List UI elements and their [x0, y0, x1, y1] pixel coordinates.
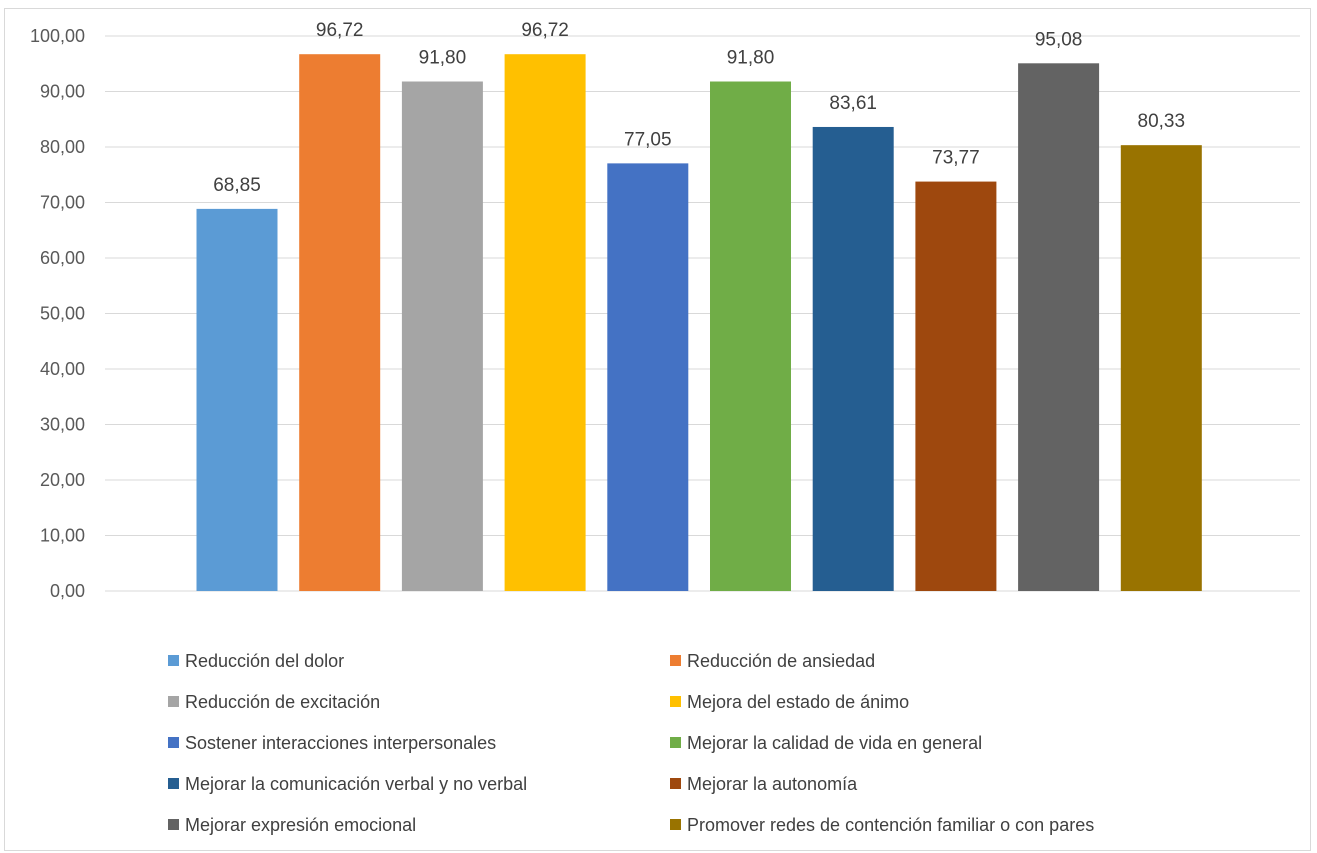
y-tick-label: 80,00	[40, 137, 85, 157]
y-tick-label: 0,00	[50, 581, 85, 601]
data-label: 91,80	[727, 48, 775, 69]
bar	[504, 54, 586, 592]
data-label: 95,08	[1035, 29, 1083, 50]
legend-swatch	[670, 655, 681, 666]
bar	[710, 81, 791, 591]
gridlines	[105, 35, 1300, 592]
bar	[196, 208, 278, 591]
bars	[196, 54, 1202, 592]
y-tick-label: 10,00	[40, 526, 85, 546]
data-label: 96,72	[316, 20, 364, 41]
legend-item: Mejorar la comunicación verbal y no verb…	[168, 774, 527, 794]
legend-item: Promover redes de contención familiar o …	[670, 815, 1094, 835]
bar	[1018, 63, 1100, 591]
legend-swatch	[670, 737, 681, 748]
data-label: 83,61	[829, 93, 877, 114]
data-label: 68,85	[213, 175, 261, 196]
data-label: 96,72	[521, 20, 569, 41]
legend-swatch	[168, 655, 179, 666]
chart-frame: 0,00 10,00 20,00 30,00 40,00 50,00 60,00 70,00 8…	[4, 8, 1311, 851]
bar	[299, 54, 381, 592]
y-tick-label: 100,00	[30, 26, 85, 46]
legend-item: Mejorar la calidad de vida en general	[670, 733, 982, 753]
y-tick-label: 20,00	[40, 470, 85, 490]
legend-swatch	[670, 778, 681, 789]
bar	[1120, 145, 1202, 591]
legend: Reducción del dolor Reducción de ansiedad…	[168, 651, 1094, 835]
bar	[401, 81, 483, 591]
y-tick-label: 50,00	[40, 304, 85, 324]
legend-swatch	[168, 819, 179, 830]
y-axis-tick-labels: 0,00 10,00 20,00 30,00 40,00 50,00 60,00 70,00 8…	[30, 26, 85, 601]
legend-item: Reducción de ansiedad	[670, 651, 875, 671]
bar	[607, 163, 689, 591]
bar	[915, 181, 997, 591]
legend-swatch	[168, 778, 179, 789]
y-tick-label: 60,00	[40, 248, 85, 268]
data-label: 73,77	[932, 148, 980, 169]
legend-label: Mejorar la comunicación verbal y no verb…	[185, 774, 527, 794]
y-tick-label: 30,00	[40, 415, 85, 435]
legend-item: Mejora del estado de ánimo	[670, 692, 909, 712]
legend-item: Mejorar expresión emocional	[168, 815, 416, 835]
legend-label: Reducción del dolor	[185, 651, 344, 671]
legend-label: Mejorar expresión emocional	[185, 815, 416, 835]
legend-label: Promover redes de contención familiar o …	[687, 815, 1094, 835]
legend-swatch	[168, 737, 179, 748]
legend-label: Mejora del estado de ánimo	[687, 692, 909, 712]
legend-label: Sostener interacciones interpersonales	[185, 733, 496, 753]
legend-item: Reducción de excitación	[168, 692, 380, 712]
y-tick-label: 70,00	[40, 193, 85, 213]
data-label: 77,05	[624, 129, 672, 150]
legend-label: Reducción de ansiedad	[687, 651, 875, 671]
legend-swatch	[670, 696, 681, 707]
legend-label: Mejorar la calidad de vida en general	[687, 733, 982, 753]
y-tick-label: 40,00	[40, 359, 85, 379]
data-labels: 68,85 96,72 91,80 96,72 77,05 91,80 83,61 73,77…	[213, 20, 1185, 196]
legend-swatch	[670, 819, 681, 830]
data-label: 80,33	[1138, 111, 1186, 132]
legend-item: Reducción del dolor	[168, 651, 344, 671]
legend-item: Mejorar la autonomía	[670, 774, 858, 794]
data-label: 91,80	[419, 48, 467, 69]
y-tick-label: 90,00	[40, 82, 85, 102]
bar-chart: 0,00 10,00 20,00 30,00 40,00 50,00 60,00 70,00 8…	[30, 20, 1300, 835]
legend-item: Sostener interacciones interpersonales	[168, 733, 496, 753]
bar	[812, 126, 894, 591]
legend-label: Reducción de excitación	[185, 692, 380, 712]
legend-label: Mejorar la autonomía	[687, 774, 858, 794]
legend-swatch	[168, 696, 179, 707]
